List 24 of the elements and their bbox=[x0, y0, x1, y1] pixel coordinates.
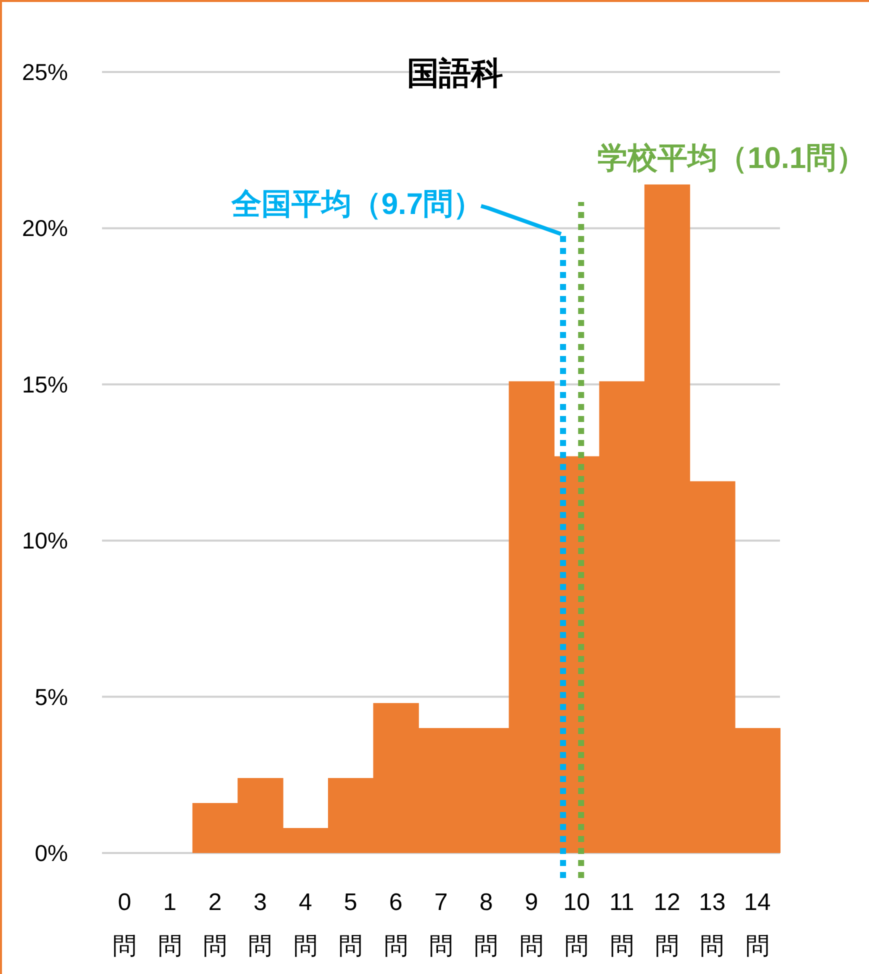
y-tick-label: 25% bbox=[22, 59, 68, 85]
x-tick-label: 3問 bbox=[248, 889, 272, 960]
legend-label: 全国平均（9.7問） bbox=[230, 188, 484, 221]
x-tick-label: 2問 bbox=[203, 889, 227, 960]
x-tick-label: 6問 bbox=[384, 889, 408, 960]
y-tick-label: 0% bbox=[34, 840, 68, 866]
x-tick-label: 8問 bbox=[474, 889, 498, 960]
x-tick-label: 4問 bbox=[293, 889, 318, 960]
chart-title: 国語科 bbox=[407, 55, 503, 91]
x-tick-label: 7問 bbox=[429, 889, 453, 960]
ref-line-label: 学校平均（10.1問） bbox=[598, 142, 866, 175]
x-tick-label: 14問 bbox=[744, 889, 771, 960]
x-tick-label: 1問 bbox=[158, 889, 182, 960]
y-tick-label: 15% bbox=[22, 371, 68, 398]
y-tick-label: 20% bbox=[22, 215, 68, 242]
y-tick-label: 10% bbox=[22, 528, 68, 554]
x-tick-label: 13問 bbox=[698, 889, 726, 960]
x-tick-label: 0問 bbox=[112, 889, 137, 960]
x-tick-label: 5問 bbox=[338, 889, 363, 960]
x-tick-label: 10問 bbox=[563, 889, 590, 960]
x-tick-label: 9問 bbox=[519, 889, 544, 960]
x-tick-label: 11問 bbox=[609, 889, 634, 960]
x-tick-label: 12問 bbox=[654, 889, 680, 960]
y-tick-label: 5% bbox=[34, 684, 68, 710]
